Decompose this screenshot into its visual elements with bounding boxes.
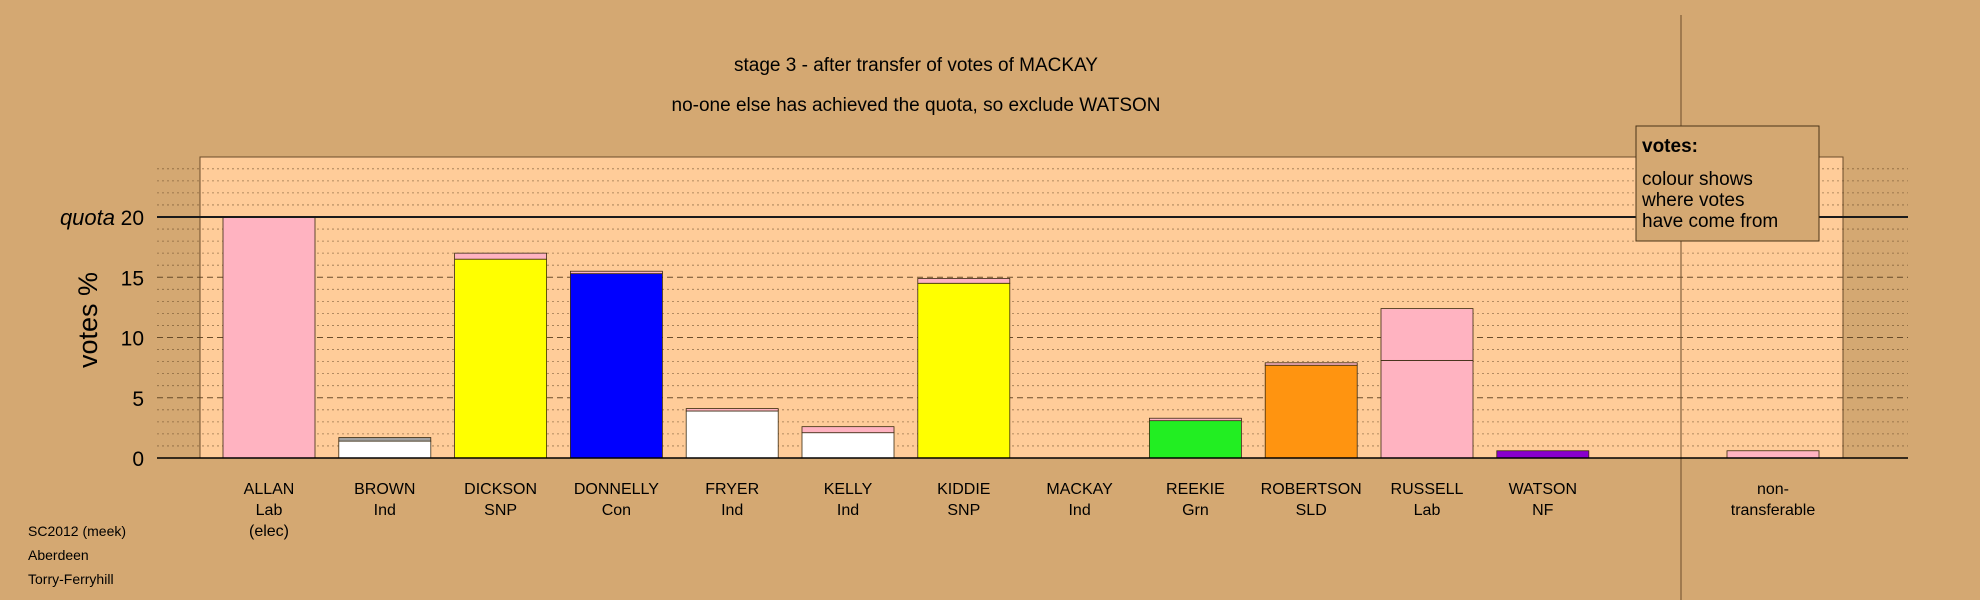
candidate-name-label: DONNELLY [574,481,659,498]
x-tick-labels: ALLAN Lab (elec) BROWN Ind DICKSON SNP DONNELLY… [244,481,1816,540]
candidate-name-label: RUSSELL [1391,481,1464,498]
legend-line-2: where votes [1641,190,1744,211]
bar-segment [1264,362,1358,366]
bar-segment [917,282,1011,459]
legend-line-3: have come from [1642,211,1778,232]
candidate-note-label: (elec) [249,523,289,540]
candidate-party-label: Lab [256,502,283,519]
nontransferable-label: transferable [1731,502,1816,519]
candidate-party-label: Grn [1182,502,1209,519]
candidate-name-label: DICKSON [464,481,537,498]
nontransferable-label: non- [1757,481,1789,498]
bar-segment [685,408,779,412]
y-tick-label: 5 [132,388,144,411]
plot-background [199,156,1844,459]
candidate-name-label: FRYER [705,481,759,498]
bar-segment [801,426,895,434]
candidate-name-label: REEKIE [1166,481,1225,498]
gridlines [157,168,1908,447]
bar-segment [338,440,432,459]
legend-title: votes: [1642,136,1698,157]
candidate-party-label: SNP [947,502,980,519]
bar-segment [801,432,895,459]
y-tick-label: 20 [121,207,144,230]
bar-segment [917,278,1011,284]
bar-segment [1380,359,1474,459]
candidate-party-label: Con [602,502,631,519]
y-axis-label: votes % [73,272,103,368]
candidate-party-label: SNP [484,502,517,519]
chart-title: stage 3 - after transfer of votes of MAC… [734,55,1098,76]
bar-segment [570,273,663,459]
bar-segment [685,410,779,459]
y-tick-labels: 0 5 10 15 20 [121,207,144,471]
footer-line-3: Torry-Ferryhill [28,571,114,587]
candidate-name-label: ALLAN [244,481,295,498]
candidate-party-label: Lab [1414,502,1441,519]
chart-subtitle: no-one else has achieved the quota, so e… [672,95,1161,116]
candidate-party-label: Ind [374,502,396,519]
legend-line-1: colour shows [1642,169,1753,190]
candidate-party-label: Ind [1068,502,1090,519]
candidate-name-label: ROBERTSON [1261,481,1362,498]
candidate-party-label: Ind [837,502,859,519]
bar-segment [454,258,548,459]
bar-segment [222,216,316,459]
candidate-party-label: Ind [721,502,743,519]
bar-segment [1380,308,1474,361]
quota-label: quota [60,205,115,230]
legend: votes: colour shows where votes have com… [1635,125,1820,242]
legend-box [1635,125,1820,242]
y-tick-label: 10 [121,328,144,351]
bar-segment [570,270,663,275]
bar-segment [454,252,548,260]
bar-segment [1149,420,1242,459]
candidate-name-label: WATSON [1509,481,1577,498]
nontransferable-bar [1726,450,1820,459]
bar-segment [1264,364,1358,459]
footer-line-2: Aberdeen [28,547,89,563]
bars [222,216,1820,459]
bar-segment [1149,417,1242,422]
candidate-name-label: BROWN [354,481,415,498]
candidate-name-label: MACKAY [1046,481,1113,498]
candidate-party-label: NF [1532,502,1554,519]
candidate-name-label: KIDDIE [937,481,990,498]
candidate-party-label: SLD [1296,502,1327,519]
candidate-name-label: KELLY [824,481,873,498]
bar-segment [338,437,432,442]
bar-segment [1496,450,1590,459]
y-tick-label: 15 [121,267,144,290]
y-tick-label: 0 [132,448,144,471]
footer-line-1: SC2012 (meek) [28,523,127,539]
